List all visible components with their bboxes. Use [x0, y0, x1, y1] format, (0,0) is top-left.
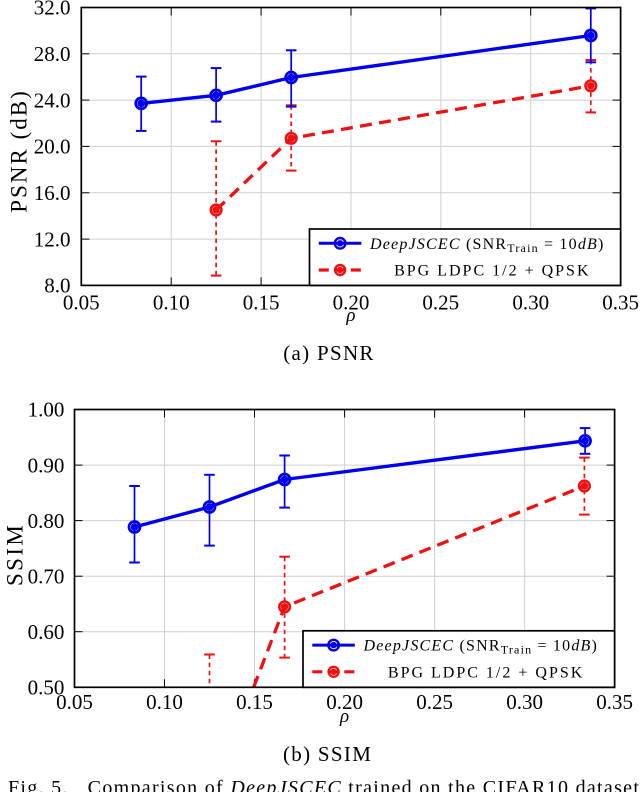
svg-text:BPG LDPC 1/2 + QPSK: BPG LDPC 1/2 + QPSK [388, 664, 584, 681]
svg-text:20.0: 20.0 [34, 135, 71, 159]
svg-text:24.0: 24.0 [34, 88, 71, 112]
svg-text:0.05: 0.05 [63, 290, 100, 314]
svg-text:0.15: 0.15 [243, 290, 280, 314]
svg-text:DeepJSCEC (SNRTrain = 10dB): DeepJSCEC (SNRTrain = 10dB) [369, 236, 605, 255]
svg-text:(b) SSIM: (b) SSIM [283, 742, 372, 766]
svg-text:0.25: 0.25 [422, 290, 459, 314]
svg-text:0.35: 0.35 [596, 690, 633, 714]
svg-text:16.0: 16.0 [34, 181, 71, 205]
svg-text:0.70: 0.70 [28, 564, 65, 588]
svg-text:0.30: 0.30 [512, 290, 549, 314]
svg-text:0.30: 0.30 [506, 690, 543, 714]
svg-text:0.20: 0.20 [326, 690, 363, 714]
svg-text:DeepJSCEC (SNRTrain = 10dB): DeepJSCEC (SNRTrain = 10dB) [363, 638, 599, 657]
svg-text:Fig. 5. Comparison of DeepJS: Fig. 5. Comparison of DeepJSCEC trained … [8, 777, 640, 792]
svg-text:BPG LDPC 1/2 + QPSK: BPG LDPC 1/2 + QPSK [394, 263, 590, 280]
svg-text:0.90: 0.90 [28, 453, 65, 477]
svg-text:0.25: 0.25 [416, 690, 453, 714]
svg-text:0.05: 0.05 [56, 690, 93, 714]
svg-text:0.15: 0.15 [236, 690, 273, 714]
svg-text:0.80: 0.80 [28, 509, 65, 533]
svg-text:PSNR (dB): PSNR (dB) [7, 89, 32, 212]
svg-text:8.0: 8.0 [44, 274, 70, 298]
svg-text:0.50: 0.50 [28, 676, 65, 700]
svg-text:(a) PSNR: (a) PSNR [283, 341, 375, 365]
svg-text:SSIM: SSIM [3, 523, 28, 586]
svg-text:ρ: ρ [339, 706, 349, 727]
svg-text:0.10: 0.10 [153, 290, 190, 314]
svg-text:0.10: 0.10 [146, 690, 183, 714]
svg-text:1.00: 1.00 [28, 398, 65, 422]
svg-text:0.20: 0.20 [333, 290, 370, 314]
svg-text:0.60: 0.60 [28, 620, 65, 644]
svg-text:0.35: 0.35 [602, 290, 639, 314]
svg-text:ρ: ρ [345, 305, 355, 326]
svg-text:32.0: 32.0 [34, 0, 71, 20]
svg-text:28.0: 28.0 [34, 42, 71, 66]
svg-text:12.0: 12.0 [34, 227, 71, 251]
